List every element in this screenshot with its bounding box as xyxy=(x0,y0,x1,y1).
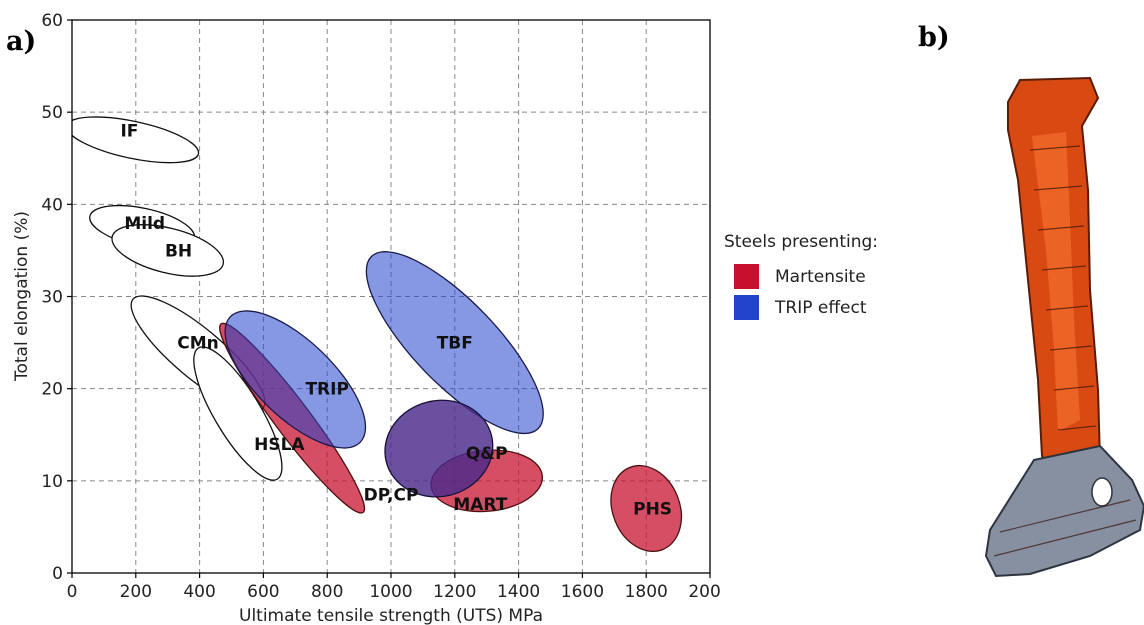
pillar-line xyxy=(1029,145,1081,151)
x-tick-label: 200 xyxy=(120,582,152,602)
y-tick-label: 30 xyxy=(41,288,63,308)
y-tick-label: 20 xyxy=(41,380,63,400)
region-q-p xyxy=(384,399,494,498)
region-if xyxy=(72,116,200,164)
legend: Steels presenting: Martensite TRIP effec… xyxy=(724,232,878,323)
pillar-line xyxy=(1037,225,1085,231)
legend-item-trip: TRIP effect xyxy=(734,292,878,323)
pillar-lower-part xyxy=(984,444,1144,578)
legend-label-martensite: Martensite xyxy=(775,266,866,287)
region-trip xyxy=(224,310,367,449)
region-label-hsla: HSLA xyxy=(254,435,305,455)
pillar-line xyxy=(1053,385,1095,391)
panel-b-label: b) xyxy=(918,22,950,53)
pillar-line xyxy=(1033,185,1083,191)
region-label-if: IF xyxy=(120,122,138,142)
pillar-line xyxy=(1041,265,1087,271)
x-tick-label: 0 xyxy=(67,582,78,602)
x-tick-label: 400 xyxy=(183,582,215,602)
legend-title: Steels presenting: xyxy=(724,232,878,252)
pillar-line xyxy=(1045,305,1089,311)
region-label-cmn: CMn xyxy=(177,334,219,354)
region-hsla xyxy=(193,346,283,481)
pillar-hole xyxy=(1091,477,1113,507)
legend-swatch-martensite xyxy=(734,264,759,289)
region-layer xyxy=(72,116,683,553)
region-label-phs: PHS xyxy=(633,499,672,519)
y-tick-label: 60 xyxy=(41,11,63,31)
x-tick-label: 1200 xyxy=(433,582,476,602)
region-bh xyxy=(111,224,225,277)
y-tick-label: 40 xyxy=(41,195,63,215)
region-label-trip: TRIP xyxy=(305,380,348,400)
pillar-line xyxy=(999,499,1131,533)
region-label-dp-cp: DP,CP xyxy=(364,486,419,506)
region-label-tbf: TBF xyxy=(437,334,473,354)
y-axis-label: Total elongation (%) xyxy=(12,211,32,382)
panel-a-label: a) xyxy=(6,26,37,57)
pillar-line xyxy=(1049,345,1093,351)
x-tick-label: 600 xyxy=(247,582,279,602)
y-tick-label: 0 xyxy=(52,564,63,584)
x-axis-label: Ultimate tensile strength (UTS) MPa xyxy=(239,606,543,625)
region-label-q-p: Q&P xyxy=(466,444,508,464)
x-tick-label: 1600 xyxy=(561,582,604,602)
pillar-line xyxy=(993,519,1137,557)
region-label-mild: Mild xyxy=(124,214,165,234)
b-pillar-illustration xyxy=(984,76,1144,578)
region-label-mart: MART xyxy=(453,495,507,515)
pillar-inner-face xyxy=(1032,132,1080,432)
x-tick-label: 800 xyxy=(311,582,343,602)
legend-swatch-trip xyxy=(734,295,759,320)
y-tick-label: 50 xyxy=(41,103,63,123)
x-tick-label: 1800 xyxy=(625,582,668,602)
legend-item-martensite: Martensite xyxy=(734,261,878,292)
pillar-detail-lines xyxy=(993,145,1137,557)
region-label-bh: BH xyxy=(165,241,192,261)
x-tick-label: 1000 xyxy=(369,582,412,602)
pillar-line xyxy=(1057,425,1097,431)
region-phs xyxy=(610,464,683,553)
y-tick-label: 10 xyxy=(41,472,63,492)
x-tick-label: 1400 xyxy=(497,582,540,602)
region-tbf xyxy=(365,251,544,435)
legend-label-trip: TRIP effect xyxy=(775,297,867,318)
